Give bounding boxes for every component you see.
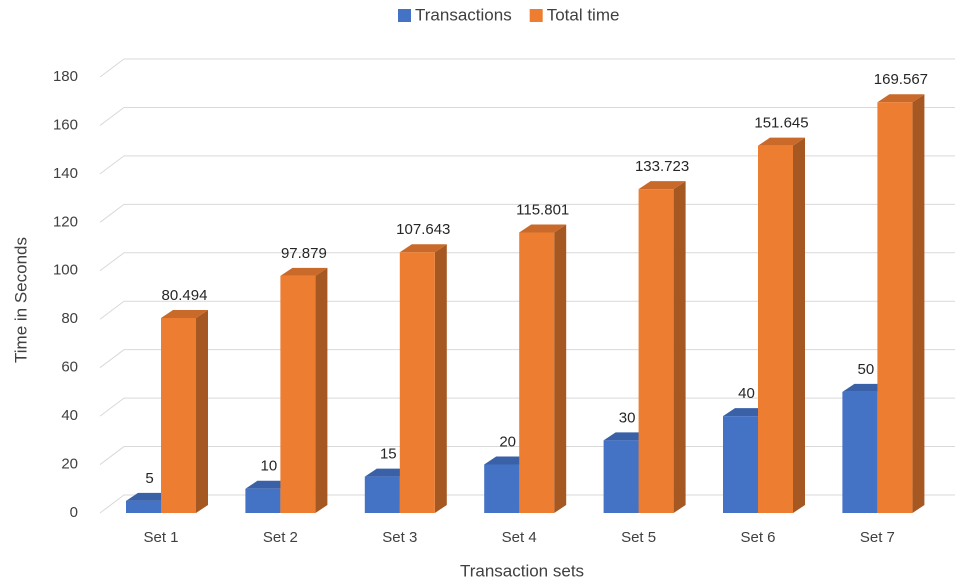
bar-face [364, 476, 400, 513]
data-label: 20 [499, 434, 516, 451]
bar-face [638, 189, 674, 513]
bar-face [723, 416, 758, 513]
data-label: 115.801 [516, 201, 569, 218]
x-tick-label: Set 5 [621, 529, 656, 546]
bar-face [842, 391, 878, 513]
bar-face [196, 310, 208, 513]
bar-face [280, 275, 316, 513]
x-tick-label: Set 3 [382, 529, 417, 546]
bar [161, 310, 208, 513]
y-tick-label: 160 [53, 116, 78, 133]
data-label: 151.645 [754, 115, 808, 132]
legend-label: Total time [547, 5, 620, 24]
bar-face [877, 94, 925, 103]
data-label: 50 [858, 361, 875, 378]
bar-face [758, 137, 805, 146]
y-tick-label: 80 [61, 310, 78, 327]
y-tick-label: 120 [53, 213, 78, 230]
bar-face [161, 310, 208, 319]
bar-face [126, 500, 161, 513]
bar-face [877, 102, 913, 513]
data-label: 107.643 [396, 221, 450, 238]
data-label: 40 [738, 385, 755, 402]
x-axis-title: Transaction sets [460, 561, 584, 580]
bar-face [315, 267, 328, 513]
legend-label: Transactions [415, 5, 512, 24]
data-label: 80.494 [162, 287, 208, 304]
y-axis-title: Time in Seconds [11, 237, 30, 363]
x-tick-label: Set 4 [502, 529, 537, 546]
bar-face [673, 181, 686, 513]
y-tick-label: 140 [53, 165, 78, 182]
bar [758, 137, 805, 513]
bar [280, 267, 328, 513]
y-tick-label: 20 [61, 456, 78, 473]
bar-face [519, 224, 567, 233]
x-tick-label: Set 2 [263, 529, 298, 546]
bar-face [399, 252, 435, 513]
bar-face [554, 224, 567, 513]
legend-swatch [529, 9, 543, 22]
legend-swatch [398, 9, 411, 22]
x-tick-label: Set 6 [740, 529, 775, 546]
x-tick-label: Set 7 [860, 529, 895, 546]
grid-line [99, 155, 955, 175]
y-tick-label: 180 [53, 68, 78, 85]
bar-face [603, 440, 639, 513]
x-tick-label: Set 1 [143, 529, 178, 546]
data-label: 15 [380, 446, 397, 463]
y-tick-label: 60 [61, 359, 78, 376]
bar-face [484, 464, 520, 513]
bar-face [399, 244, 447, 253]
bar [877, 94, 925, 513]
bar-face [434, 244, 447, 513]
data-label: 97.879 [281, 245, 327, 262]
grid-line [99, 58, 955, 78]
bar-face [793, 137, 805, 513]
bar-face [758, 145, 793, 513]
y-tick-label: 40 [61, 407, 78, 424]
data-label: 30 [619, 409, 636, 426]
bar-face [280, 267, 328, 276]
y-tick-label: 0 [70, 504, 78, 521]
bar [638, 181, 686, 513]
data-label: 169.567 [874, 71, 928, 88]
data-label: 10 [261, 458, 278, 475]
y-tick-label: 100 [53, 262, 78, 279]
bar [519, 224, 567, 513]
bar-face [638, 181, 686, 190]
data-label: 133.723 [635, 158, 689, 175]
bar [399, 244, 447, 513]
bar-face [161, 318, 196, 513]
bar-face [245, 488, 281, 513]
bar-face [519, 232, 555, 513]
bar-face [912, 94, 925, 513]
data-label: 5 [145, 470, 153, 487]
grid-line [99, 106, 955, 126]
